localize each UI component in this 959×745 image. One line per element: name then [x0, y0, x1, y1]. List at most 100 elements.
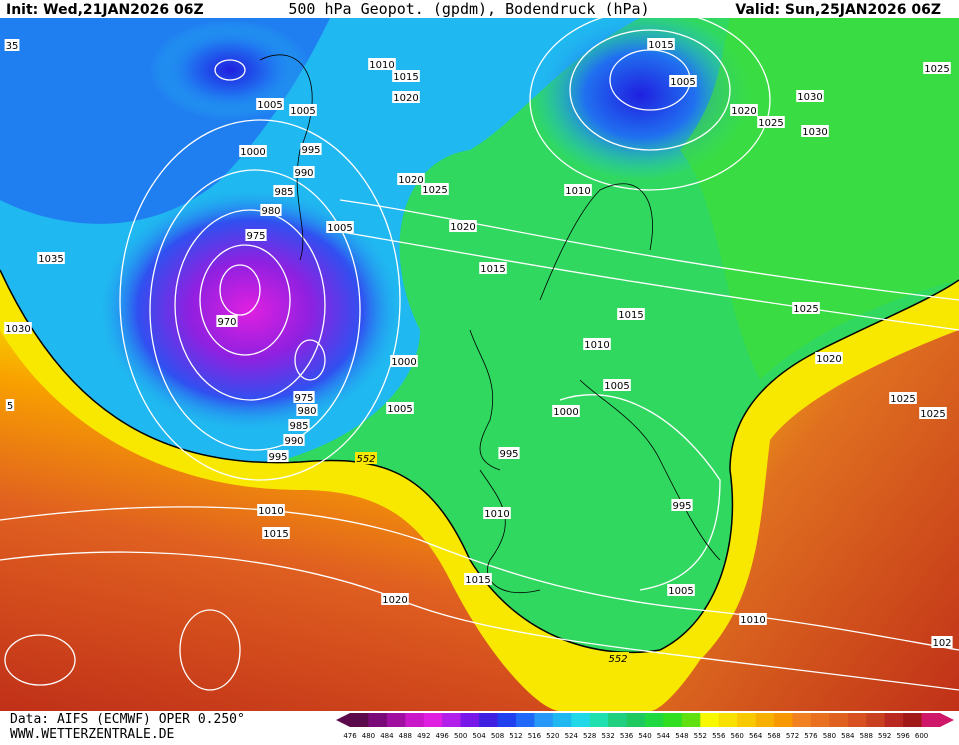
isobar-label-box [293, 391, 315, 403]
colorbar-label: 476 [343, 732, 357, 740]
colorbar-swatch [552, 713, 572, 727]
isobar-label: 1005 [290, 106, 315, 117]
warm-air-core [650, 330, 959, 711]
colorbar-arrow-left [336, 713, 350, 727]
isobar-label-box [464, 573, 492, 585]
colorbar-swatch [479, 713, 498, 727]
isobar-label-box [919, 407, 947, 419]
isobar-label-box [392, 70, 420, 82]
colorbar: 476 480 484 488 492 496 500 504 508 512 516 520 524 5… [336, 713, 954, 740]
isobar-label-box [479, 262, 507, 274]
map-title: 500 hPa Geopot. (gpdm), Bodendruck (hPa) [288, 0, 649, 18]
colorbar-swatch [755, 713, 775, 727]
isobar-label-box [273, 185, 295, 197]
isobar-label: 1005 [668, 586, 693, 597]
colorbar-label: 576 [804, 732, 818, 740]
isobar-label-box [671, 499, 693, 511]
colorbar-swatch [386, 713, 406, 727]
isobar-label-box [4, 322, 32, 334]
isobar-labels: 1015100510251030102010251030101010151020… [4, 38, 953, 665]
colorbar-label: 540 [638, 732, 651, 740]
isobar-label: 995 [301, 145, 320, 156]
colorbar-label: 500 [454, 732, 467, 740]
isobar-label: 1030 [5, 324, 30, 335]
isobar-label-box [397, 173, 425, 185]
isobar-label-box [4, 39, 20, 51]
isobar-label: 1000 [553, 407, 578, 418]
colorbar-label: 488 [399, 732, 412, 740]
isobar-label-box [216, 315, 238, 327]
isobar-label: 1015 [263, 529, 288, 540]
colorbar-label: 592 [878, 732, 891, 740]
isobar-label-box [386, 402, 414, 414]
data-source: Data: AIFS (ECMWF) OPER 0.250° [10, 712, 245, 727]
isobar-label: 990 [294, 168, 313, 179]
isobar-label-box [288, 419, 310, 431]
isobar-label-box [617, 308, 645, 320]
colorbar-label: 588 [860, 732, 873, 740]
isobar-label-box [368, 58, 396, 70]
colorbar-label: 516 [528, 732, 542, 740]
init-time: Init: Wed,21JAN2026 06Z [6, 2, 204, 18]
isobar-label: 1020 [450, 222, 475, 233]
isobar-label-box [300, 143, 322, 155]
isobar-label: 1015 [393, 72, 418, 83]
colorbar-label: 484 [380, 732, 394, 740]
colorbar-label: 528 [583, 732, 596, 740]
low-pressure [150, 20, 310, 120]
colorbar-swatch [497, 713, 517, 727]
contour-552 [0, 269, 959, 654]
isobar-label: 1020 [731, 106, 756, 117]
isobar-label-box [262, 527, 290, 539]
colorbar-swatch [903, 713, 923, 727]
isobar-label-box [260, 204, 282, 216]
isobar-label: 1005 [387, 404, 412, 415]
colorbar-label: 504 [472, 732, 486, 740]
colorbar-label: 532 [601, 732, 614, 740]
isobar-label: 1015 [465, 575, 490, 586]
colorbar-swatch [866, 713, 886, 727]
isobar-label: 1000 [240, 147, 265, 158]
isobar-label: 1030 [802, 127, 827, 138]
colorbar-arrow-right [940, 713, 954, 727]
isobar-label: 1020 [816, 354, 841, 365]
isobar-label-box [552, 405, 580, 417]
colorbar-label: 508 [491, 732, 504, 740]
colorbar-swatch [792, 713, 812, 727]
isobar-label: 1015 [480, 264, 505, 275]
colorbar-swatch [663, 713, 683, 727]
isobar-label-box [239, 145, 267, 157]
colorbar-swatch [847, 713, 867, 727]
colorbar-label: 520 [546, 732, 559, 740]
isobar-label: 970 [217, 317, 236, 328]
isobar-label: 1005 [257, 100, 282, 111]
isobar-label-box [37, 252, 65, 264]
colorbar-swatch [700, 713, 720, 727]
isobar-label: 975 [294, 393, 313, 404]
isobar-label: 1010 [740, 615, 765, 626]
colorbar-label: 496 [436, 732, 450, 740]
colorbar-swatch [534, 713, 554, 727]
colorbar-swatch [442, 713, 462, 727]
colorbar-swatch [405, 713, 425, 727]
colorbar-swatch [737, 713, 757, 727]
colorbar-swatch [515, 713, 535, 727]
colorbar-label: 512 [509, 732, 522, 740]
isobar-label-box [296, 404, 318, 416]
isobar-label: 980 [261, 206, 280, 217]
colorbar-swatch [810, 713, 830, 727]
header-bar [0, 0, 959, 18]
colorbar-swatch [350, 713, 369, 727]
colorbar-swatch [884, 713, 904, 727]
isobar-label-box [256, 98, 284, 110]
isobar-label-box [792, 302, 820, 314]
isobar-label-box [293, 166, 315, 178]
isobar-label: 980 [297, 406, 316, 417]
isobar-label-box [449, 220, 477, 232]
colorbar-label: 552 [694, 732, 707, 740]
colorbar-swatch [774, 713, 793, 727]
contour-label-box [607, 652, 629, 664]
isobar-label-box [283, 434, 305, 446]
colorbar-label: 572 [786, 732, 799, 740]
isobar-label-box [923, 62, 951, 74]
